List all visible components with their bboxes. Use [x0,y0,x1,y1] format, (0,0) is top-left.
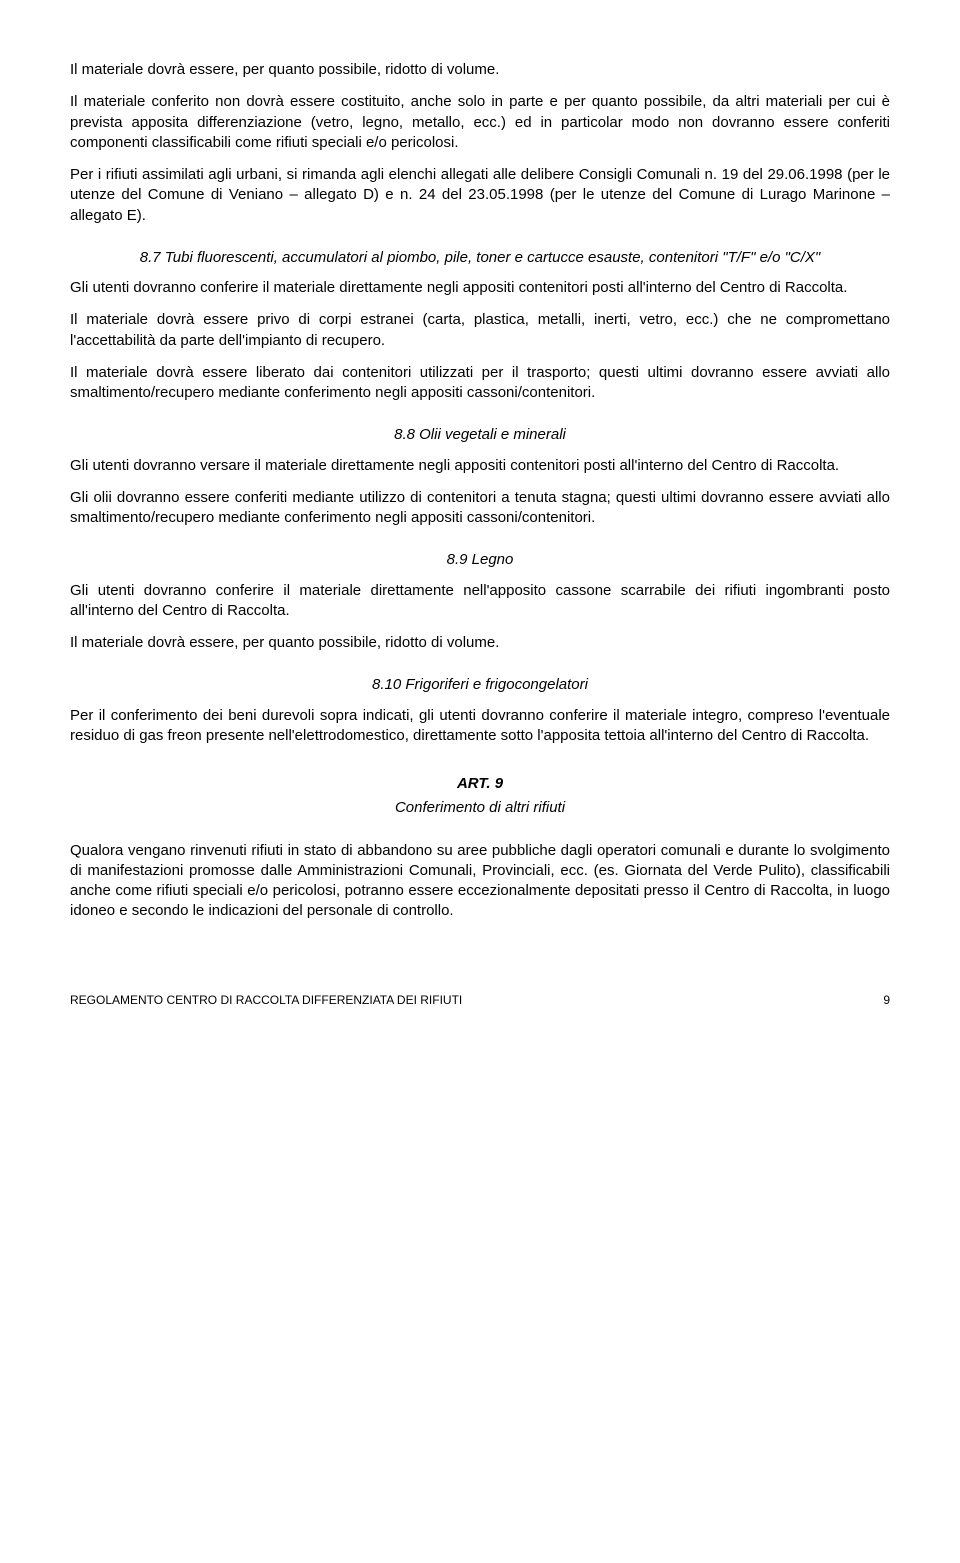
paragraph: Gli utenti dovranno conferire il materia… [70,581,890,622]
article-9-title: ART. 9 [70,774,890,794]
paragraph: Il materiale dovrà essere, per quanto po… [70,60,890,80]
paragraph: Il materiale conferito non dovrà essere … [70,92,890,153]
article-9-subtitle: Conferimento di altri rifiuti [70,798,890,818]
section-8-9-title: 8.9 Legno [70,550,890,570]
section-8-10-title: 8.10 Frigoriferi e frigocongelatori [70,675,890,695]
paragraph: Per i rifiuti assimilati agli urbani, si… [70,165,890,226]
paragraph: Gli olii dovranno essere conferiti media… [70,488,890,529]
paragraph: Il materiale dovrà essere liberato dai c… [70,363,890,404]
paragraph: Il materiale dovrà essere, per quanto po… [70,633,890,653]
footer-title: REGOLAMENTO CENTRO DI RACCOLTA DIFFERENZ… [70,992,462,1008]
page-number: 9 [883,992,890,1008]
paragraph: Qualora vengano rinvenuti rifiuti in sta… [70,841,890,922]
paragraph: Gli utenti dovranno versare il materiale… [70,456,890,476]
section-8-7-title: 8.7 Tubi fluorescenti, accumulatori al p… [70,248,890,268]
section-8-8-title: 8.8 Olii vegetali e minerali [70,425,890,445]
paragraph: Gli utenti dovranno conferire il materia… [70,278,890,298]
paragraph: Per il conferimento dei beni durevoli so… [70,706,890,747]
paragraph: Il materiale dovrà essere privo di corpi… [70,310,890,351]
